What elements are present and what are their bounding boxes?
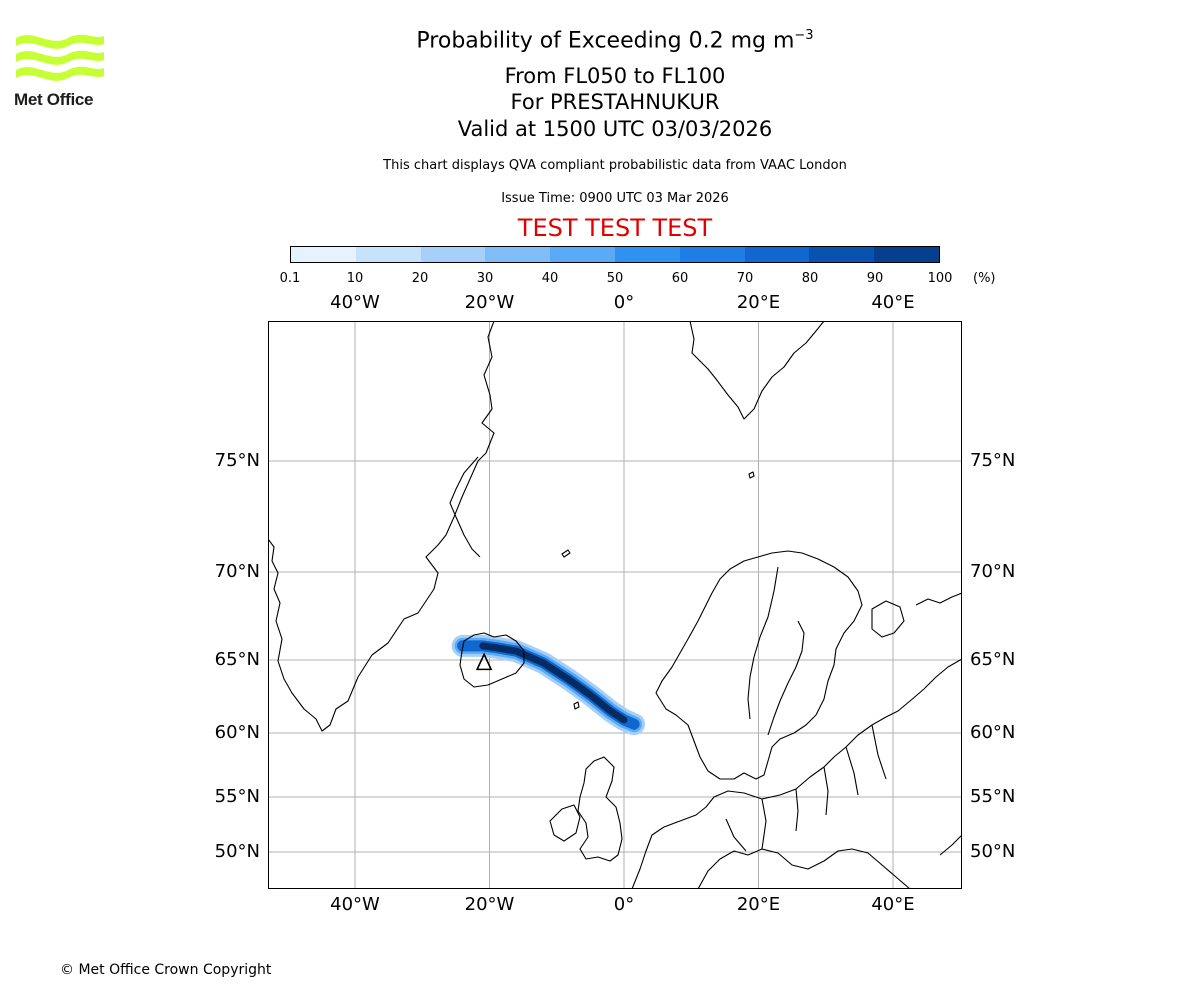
colorbar-segment	[679, 247, 745, 262]
chart-title: Probability of Exceeding 0.2 mg m−3	[416, 28, 814, 54]
lat-label-right: 60°N	[970, 722, 1016, 743]
colorbar-tick-label: 60	[671, 271, 689, 286]
colorbar-tick-label: 70	[736, 271, 754, 286]
map-canvas	[268, 321, 962, 889]
valid-time: Valid at 1500 UTC 03/03/2026	[457, 117, 773, 141]
colorbar-segment	[355, 247, 421, 262]
greenland-coast-north	[449, 456, 481, 558]
lon-label-bottom: 40°E	[871, 894, 915, 915]
norway-coast	[655, 550, 863, 780]
sweden-finland-border	[747, 566, 779, 720]
gridlines	[268, 321, 962, 889]
colorbar-tick-label: 40	[541, 271, 559, 286]
lat-label-right: 75°N	[970, 450, 1016, 471]
colorbar-tick-label: 10	[346, 271, 364, 286]
ash-plume	[451, 634, 646, 736]
lat-label-left: 70°N	[214, 561, 260, 582]
map	[268, 321, 962, 889]
bear-island	[748, 471, 755, 479]
colorbar-tick-label: 50	[606, 271, 624, 286]
great-britain-coast	[577, 756, 623, 862]
colorbar-segment	[420, 247, 486, 262]
colorbar-segment	[874, 247, 939, 262]
coastlines	[268, 321, 962, 889]
map-border	[268, 321, 962, 889]
lon-label-top: 20°W	[464, 292, 515, 313]
lat-label-right: 50°N	[970, 841, 1016, 862]
lat-label-left: 55°N	[214, 786, 260, 807]
logo-text: Met Office	[14, 90, 94, 109]
issue-time: Issue Time: 0900 UTC 03 Mar 2026	[501, 191, 729, 206]
east-coast	[939, 834, 962, 856]
volcano-marker	[475, 652, 493, 671]
volcano-name: For PRESTAHNUKUR	[510, 90, 720, 114]
colorbar-tick-label: 90	[866, 271, 884, 286]
colorbar-segment	[744, 247, 810, 262]
colorbar-tick-label: 80	[801, 271, 819, 286]
met-office-logo: Met Office	[14, 30, 109, 110]
lon-label-top: 0°	[613, 292, 635, 313]
jan-mayen	[561, 549, 571, 558]
colorbar-tick-label: 0.1	[279, 271, 301, 286]
lon-label-bottom: 20°W	[464, 894, 515, 915]
gulf-of-bothnia	[767, 620, 805, 736]
level-range: From FL050 to FL100	[504, 64, 726, 88]
test-banner: TEST TEST TEST	[517, 214, 713, 242]
lat-label-left: 60°N	[214, 722, 260, 743]
colorbar-unit: (%)	[973, 271, 996, 286]
svalbard-coast	[689, 321, 825, 420]
plume-probability-band	[479, 642, 628, 724]
colorbar	[290, 246, 940, 263]
lat-label-right: 70°N	[970, 561, 1016, 582]
lat-label-right: 55°N	[970, 786, 1016, 807]
colorbar-segment	[550, 247, 615, 262]
lon-label-top: 20°E	[736, 292, 781, 313]
copyright: © Met Office Crown Copyright	[60, 962, 272, 978]
volcano-icon	[475, 652, 493, 671]
greenland-coast	[268, 321, 495, 732]
lon-label-bottom: 40°W	[330, 894, 380, 915]
colorbar-segment	[291, 247, 356, 262]
iceland-coast	[459, 632, 525, 688]
faroe-islands	[573, 701, 580, 710]
met-office-waves-icon	[16, 34, 104, 81]
lon-label-top: 40°E	[871, 292, 915, 313]
lon-label-top: 40°W	[330, 292, 380, 313]
colorbar-tick-label: 20	[411, 271, 429, 286]
russia-north-coast	[871, 592, 962, 638]
lat-label-left: 50°N	[214, 841, 260, 862]
lon-label-bottom: 0°	[613, 894, 635, 915]
colorbar-tick-label: 30	[476, 271, 494, 286]
lat-label-left: 65°N	[214, 649, 260, 670]
country-borders	[697, 724, 911, 889]
colorbar-segment	[485, 247, 551, 262]
colorbar-segment	[614, 247, 680, 262]
lon-label-bottom: 20°E	[736, 894, 781, 915]
colorbar-segment	[809, 247, 875, 262]
lat-label-right: 65°N	[970, 649, 1016, 670]
continental-coast	[631, 658, 962, 889]
colorbar-tick-label: 100	[927, 271, 953, 286]
disclaimer: This chart displays QVA compliant probab…	[383, 158, 847, 173]
lat-label-left: 75°N	[214, 450, 260, 471]
ireland-coast	[549, 804, 581, 842]
